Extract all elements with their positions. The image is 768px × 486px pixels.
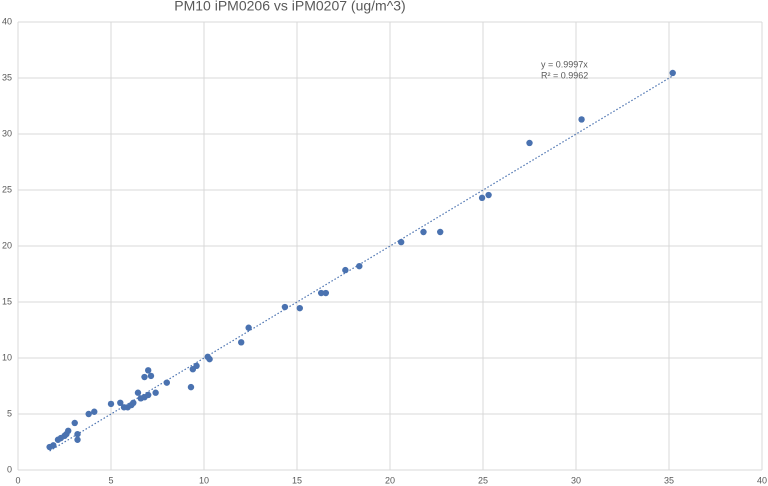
point <box>281 303 289 311</box>
point <box>74 436 81 443</box>
point <box>163 379 170 386</box>
point <box>296 304 303 312</box>
point <box>147 372 155 380</box>
point <box>141 373 148 381</box>
y-tick-label: 25 <box>2 184 12 194</box>
point <box>50 442 57 449</box>
point <box>478 194 486 202</box>
point <box>342 266 349 274</box>
point <box>193 362 200 370</box>
point <box>145 367 152 374</box>
point <box>245 324 252 331</box>
point <box>206 355 213 363</box>
x-tick-label: 30 <box>571 475 581 485</box>
y-tick-label: 15 <box>2 296 12 306</box>
point <box>485 191 492 199</box>
point <box>669 69 676 77</box>
point <box>356 262 363 270</box>
x-tick-label: 5 <box>108 475 113 485</box>
x-tick-label: 25 <box>478 475 488 485</box>
trendline-annotation: y = 0.9997x <box>541 59 588 69</box>
point <box>91 408 98 415</box>
y-tick-label: 40 <box>2 16 12 26</box>
point <box>397 238 405 246</box>
point <box>187 383 195 391</box>
point <box>74 430 81 438</box>
trendline <box>49 75 674 452</box>
point <box>578 116 585 123</box>
chart-title: PM10 iPM0206 vs iPM0207 (ug/m^3) <box>174 0 405 14</box>
point <box>130 399 137 406</box>
y-tick-label: 0 <box>7 464 12 474</box>
trendline-annotation: R² = 0.9962 <box>541 70 588 80</box>
point <box>117 399 124 406</box>
x-tick-label: 0 <box>15 475 20 485</box>
x-tick-label: 40 <box>757 475 767 485</box>
point <box>107 400 115 408</box>
point <box>238 339 245 346</box>
point <box>526 139 533 147</box>
y-tick-label: 5 <box>7 408 12 418</box>
point <box>322 289 330 297</box>
y-tick-label: 30 <box>2 128 12 138</box>
y-tick-label: 10 <box>2 352 12 362</box>
point <box>152 389 159 396</box>
point <box>71 419 78 427</box>
y-tick-label: 35 <box>2 72 12 82</box>
point <box>145 391 152 399</box>
y-tick-label: 20 <box>2 240 12 250</box>
x-tick-label: 20 <box>385 475 395 485</box>
x-tick-label: 10 <box>199 475 209 485</box>
x-tick-label: 35 <box>664 475 674 485</box>
point <box>85 410 92 418</box>
point <box>437 228 444 236</box>
point <box>134 389 142 396</box>
point <box>420 228 427 236</box>
point <box>65 427 72 434</box>
point <box>317 289 325 297</box>
x-tick-label: 15 <box>292 475 302 485</box>
